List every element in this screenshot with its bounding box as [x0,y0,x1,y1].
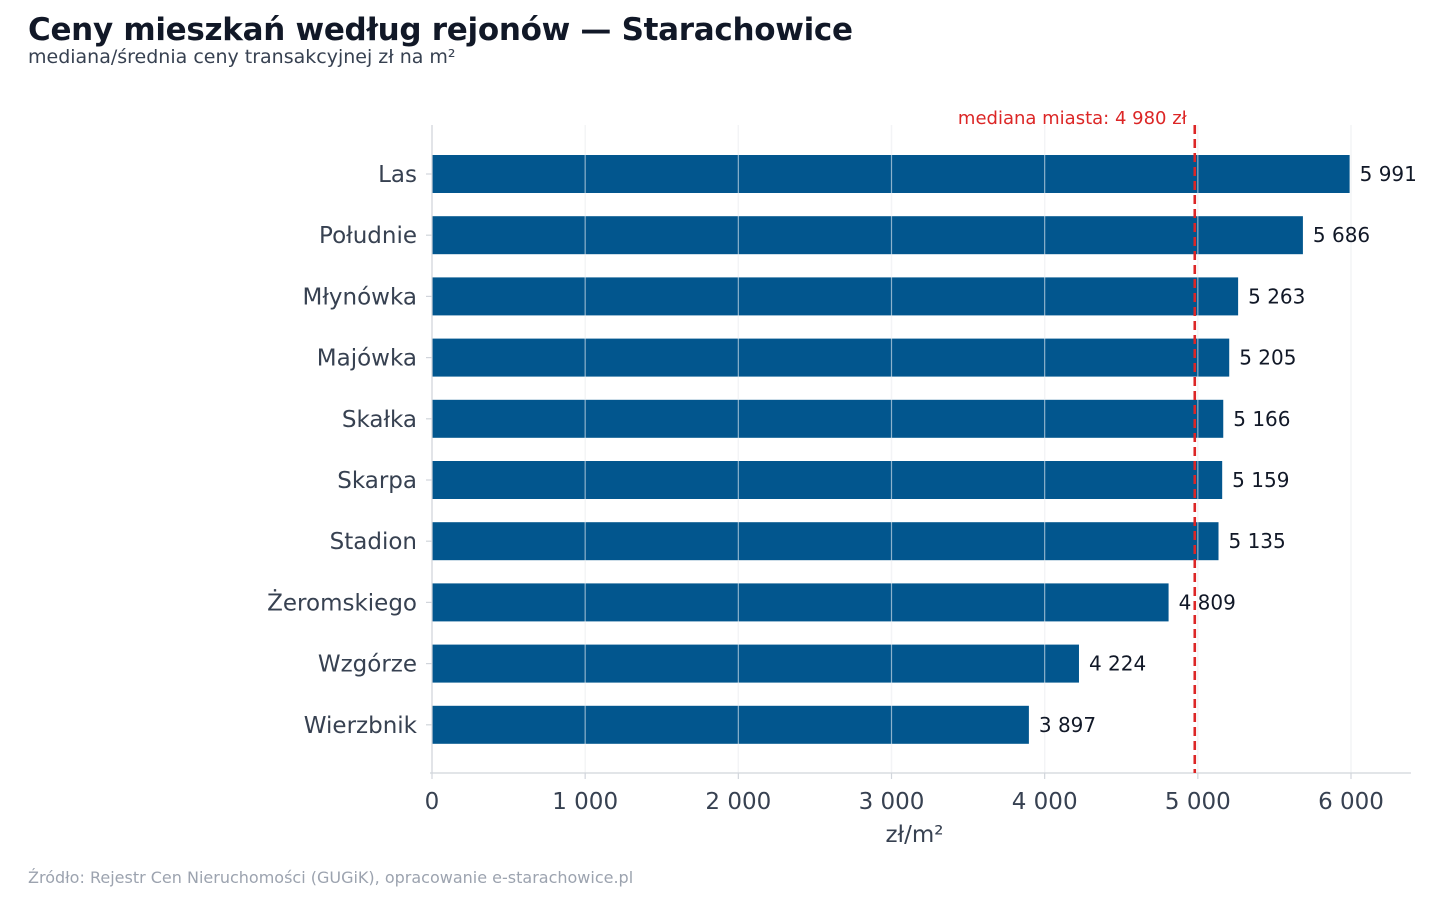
category-label: Młynówka [303,284,417,310]
bar [432,461,1223,499]
value-label-layer: 5 991 5 686 5 263 5 205 5 166 5 159 5 135 4 809… [1039,162,1417,737]
category-label: Skałka [342,407,417,433]
bar [432,277,1239,316]
category-label: Żeromskiego [267,588,417,616]
x-tick-label: 6 000 [1318,789,1384,815]
bar [432,583,1169,622]
bar [432,644,1079,683]
bar [432,705,1029,744]
x-tick-label: 0 [425,789,440,815]
chart-title: Ceny mieszkań według rejonów — Starachow… [28,12,853,48]
value-label: 5 166 [1233,407,1290,431]
category-label: Wierzbnik [304,713,418,739]
bar [432,522,1219,561]
value-label: 5 135 [1229,529,1286,553]
value-label: 5 205 [1239,346,1296,370]
value-label: 3 897 [1039,713,1096,737]
chart-subtitle: mediana/średnia ceny transakcyjnej zł na… [28,46,456,68]
bar [432,338,1230,377]
category-label: Stadion [330,529,417,555]
value-label: 4 809 [1179,590,1236,614]
x-axis-title: zł/m² [885,822,943,848]
category-label: Majówka [317,346,417,372]
median-reference-label: mediana miasta: 4 980 zł [958,108,1188,129]
value-label: 5 159 [1232,468,1289,492]
bar [432,155,1350,193]
x-tick-label: 2 000 [705,789,771,815]
bar [432,216,1303,255]
value-label: 4 224 [1089,652,1146,676]
x-tick-label: 3 000 [859,789,925,815]
bar-grid-overlay [584,125,1352,773]
category-label-layer: Las Południe Młynówka Majówka Skałka Skarpa St… [267,162,432,739]
category-label: Wzgórze [318,652,417,678]
category-label: Las [378,162,417,188]
x-tick-label: 4 000 [1012,789,1078,815]
x-tick-label: 5 000 [1165,789,1231,815]
category-label: Skarpa [337,468,417,494]
source-note: Źródło: Rejestr Cen Nieruchomości (GUGiK… [28,868,634,887]
value-label: 5 263 [1248,284,1305,308]
value-label: 5 686 [1313,223,1370,247]
x-tick-layer: 0 1 000 2 000 3 000 4 000 5 000 6 000 [425,125,1384,815]
category-label: Południe [319,223,417,249]
x-tick-label: 1 000 [552,789,618,815]
bar-layer [432,155,1350,744]
bar [432,399,1224,438]
value-label: 5 991 [1360,162,1417,186]
